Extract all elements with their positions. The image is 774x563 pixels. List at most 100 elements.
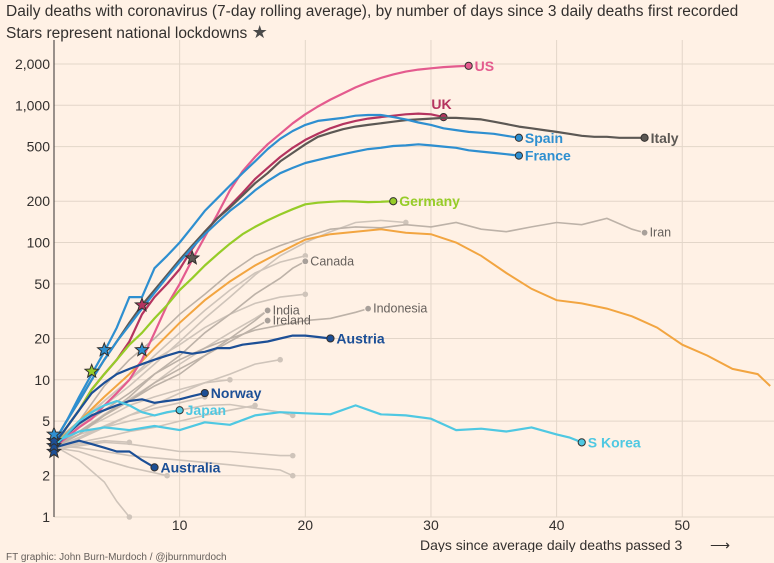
y-axis-ticks: 1 2 5 10 20 50 100 200 500 1,000 2,000 — [15, 56, 50, 525]
grey-series-line-iran — [53, 217, 645, 443]
x-tick-label: 10 — [172, 517, 188, 533]
grey-series-end-dot — [277, 356, 283, 363]
series-end-dot-austria — [326, 334, 335, 343]
grey-series-line — [53, 219, 406, 449]
lockdown-star-icon — [184, 249, 201, 265]
series-line-austria — [53, 334, 331, 445]
series-end-dot-s-korea — [577, 438, 586, 447]
lockdown-star-icon — [133, 296, 150, 312]
grey-series-end-dot — [289, 452, 296, 459]
grey-series-end-dot — [164, 472, 170, 479]
grey-series-line — [53, 441, 293, 457]
grey-series-line — [53, 445, 294, 477]
series-label-japan: Japan — [186, 402, 226, 418]
series-end-dot-canada — [301, 257, 310, 266]
grey-series-line — [53, 396, 205, 449]
grey-series-end-dot — [126, 439, 133, 446]
chart-title: Daily deaths with coronavirus (7-day rol… — [6, 3, 739, 20]
series-end-dot-indonesia — [364, 304, 373, 313]
series-label-indonesia: Indonesia — [373, 302, 427, 316]
grey-series-end-dot — [289, 412, 296, 419]
y-tick-label: 20 — [34, 330, 50, 346]
series-end-dot-japan — [175, 406, 184, 415]
series-line-s-korea — [53, 404, 583, 444]
grey-series-end-dot — [126, 514, 133, 520]
series-label-austria: Austria — [336, 330, 384, 346]
y-tick-label: 200 — [27, 193, 51, 209]
series-end-dot-ireland — [263, 316, 272, 325]
series-line-japan — [53, 399, 180, 447]
y-tick-label: 500 — [27, 139, 51, 155]
grey-series-line — [53, 446, 168, 477]
series-end-dot-spain — [514, 133, 524, 142]
y-tick-label: 1,000 — [15, 97, 50, 113]
series-label-ireland: Ireland — [273, 314, 311, 328]
gridlines — [53, 40, 774, 518]
series-label-italy: Italy — [651, 130, 679, 146]
series-label-s-korea: S Korea — [588, 434, 641, 450]
y-tick-label: 100 — [27, 235, 51, 251]
series-end-dot-australia — [150, 463, 159, 472]
series-label-us: US — [475, 58, 494, 74]
x-tick-label: 40 — [549, 517, 565, 533]
series-label-australia: Australia — [161, 459, 221, 475]
lockdown-star-icon — [96, 341, 113, 357]
orange-series-line — [53, 228, 771, 447]
series-line-germany — [53, 200, 394, 447]
series-label-norway: Norway — [211, 385, 262, 401]
series-end-dot-germany — [389, 197, 398, 206]
grey-series-line — [53, 293, 306, 443]
y-tick-label: 10 — [34, 372, 50, 388]
grey-series-line — [53, 439, 130, 449]
lockdown-star-icon — [45, 437, 63, 453]
series-end-dot-us — [464, 61, 473, 70]
grey-series-group — [53, 217, 649, 520]
x-axis-ticks: 10 20 30 40 50 — [172, 517, 690, 533]
series-label-canada: Canada — [310, 254, 354, 268]
series-line-us — [53, 64, 469, 449]
y-tick-label: 50 — [34, 276, 50, 292]
series-line-spain — [53, 113, 520, 443]
grey-series-end-dot — [302, 253, 309, 259]
y-tick-label: 1 — [42, 509, 50, 525]
lockdown-star-icon — [45, 443, 63, 459]
x-tick-label: 20 — [298, 517, 314, 533]
chart-subtitle: Stars represent national lockdowns ★ — [6, 22, 268, 43]
grey-series-line-indonesia — [53, 307, 369, 447]
series-end-dot-italy — [640, 133, 649, 142]
chart-footer: FT graphic: John Burn-Murdoch / @jburnmu… — [6, 552, 227, 563]
series-label-iran: Iran — [650, 226, 672, 240]
lockdown-star-icon — [45, 426, 63, 442]
y-tick-label: 2,000 — [15, 56, 50, 72]
lockdown-star-icon — [83, 363, 100, 379]
series-line-france — [53, 143, 520, 443]
x-axis-label: Days since average daily deaths passed 3 — [420, 537, 682, 552]
series-end-dot-france — [514, 151, 524, 160]
lockdown-star-icon — [133, 341, 150, 357]
series-label-france: France — [525, 148, 571, 164]
grey-series-line — [53, 404, 256, 449]
grey-series-end-dot — [252, 402, 258, 409]
lockdown-stars-group — [45, 249, 201, 459]
y-tick-label: 2 — [42, 468, 50, 484]
x-axis-arrow-icon: ⟶ — [710, 537, 730, 552]
grey-series-line-india — [53, 309, 269, 449]
series-line-australia — [53, 439, 156, 469]
lockdown-star-icon — [45, 432, 63, 448]
y-tick-label: 5 — [42, 413, 50, 429]
x-tick-label: 50 — [674, 517, 690, 533]
chart-subtitle-text: Stars represent national lockdowns — [6, 25, 248, 42]
grey-series-end-dot — [289, 472, 296, 479]
series-end-dot-iran — [640, 228, 649, 237]
series-label-uk: UK — [431, 96, 451, 112]
series-end-dot-norway — [200, 388, 209, 398]
series-end-dot-india — [263, 306, 272, 315]
grey-series-line — [53, 445, 131, 518]
highlighted-series-group — [53, 61, 771, 472]
series-label-germany: Germany — [399, 193, 460, 209]
grey-series-end-dot — [302, 291, 309, 298]
series-label-india: India — [273, 303, 300, 317]
